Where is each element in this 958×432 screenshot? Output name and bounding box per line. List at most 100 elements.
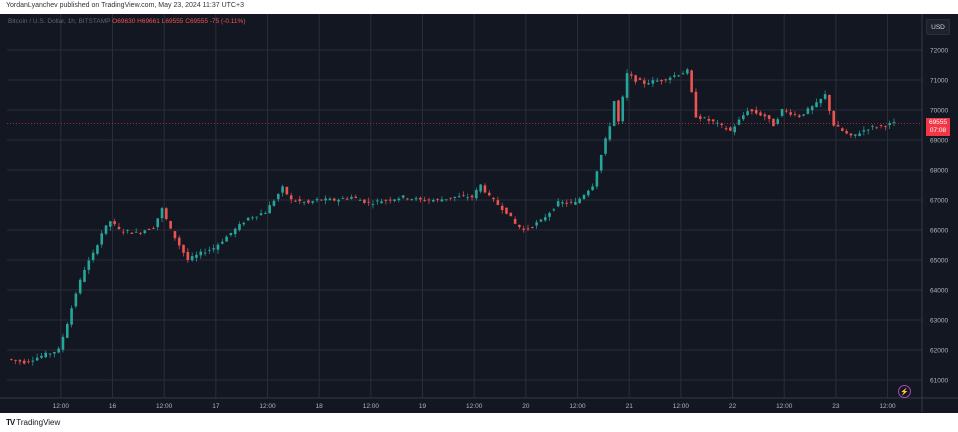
candle-body [251,217,254,219]
candle-body [117,226,121,229]
candle-body [229,232,233,236]
legend-high: 69661 [141,18,160,25]
candle-body [617,100,620,122]
candle-body [307,200,310,203]
candle-body [492,197,495,200]
candle-body [27,361,30,363]
candle-body [354,196,358,198]
candle-body [70,308,73,325]
candle-body [431,200,435,202]
candle-body [759,112,762,116]
candle-body [345,198,349,200]
legend-high-label: H [137,18,142,25]
candle-body [410,199,414,200]
candle-body [707,118,711,121]
candle-body [233,228,237,235]
chart-area[interactable]: 61000 62000 63000 64000 65000 66000 67000 68000… [0,14,958,413]
candle-body [169,221,172,229]
candle-body [487,192,491,196]
candle-body [406,198,409,200]
last-price-tag: 69555 07:08 [926,118,950,137]
candle-body [10,359,13,360]
time-tick-label: 12:00 [569,403,586,410]
candle-body [595,171,599,187]
candle-body [733,126,736,133]
candle-body [126,230,129,231]
candle-body [255,216,259,218]
candle-body [531,227,534,228]
currency-button[interactable]: USD [926,19,950,35]
candle-body [513,218,517,224]
candle-body [630,74,633,76]
price-tick-label: 62000 [930,348,948,355]
candle-body [742,115,745,120]
candle-body [113,221,116,225]
candle-body [694,91,698,118]
candle-body [462,195,465,197]
candle-body [272,200,276,206]
candle-body [53,352,56,354]
candle-body [259,213,263,216]
candle-body [453,196,457,198]
candle-body [147,228,151,230]
candle-body [384,200,388,202]
candle-body [264,212,267,214]
candle-body [285,186,289,195]
candle-body [574,201,577,205]
candle-body [440,199,444,202]
candle-body [156,218,159,228]
candle-body [556,201,560,207]
candle-body [143,230,147,234]
candle-body [444,199,448,201]
candle-body [681,73,685,75]
price-tick-label: 70000 [930,108,948,115]
price-tick-label: 64000 [930,288,948,295]
candle-body [397,198,401,201]
price-tick-label: 66000 [930,228,948,235]
candle-body [419,197,422,200]
candle-body [599,154,603,171]
candle-body [509,212,513,217]
time-tick-label: 20 [522,403,530,410]
candle-body [475,189,478,199]
candle-body [212,248,215,250]
candle-body [87,260,91,270]
candle-body [203,252,207,254]
last-price-value: 69555 [928,119,948,127]
candle-body [651,80,655,84]
publisher-caption: YordanLyanchev published on TradingView.… [6,2,244,9]
candle-body [526,228,530,230]
candle-body [819,98,823,104]
candle-body [182,244,185,253]
candle-body [729,127,732,131]
candle-body [100,233,104,245]
time-tick-label: 12:00 [879,403,896,410]
legend-close: 69555 [189,18,209,25]
candle-body [621,96,625,122]
candle-body [298,199,302,202]
time-tick-label: 19 [419,403,427,410]
legend-symbol: Bitcoin / U.S. Dollar, 1h, BITSTAMP [8,18,111,25]
candle-body [320,199,323,201]
candle-body [160,208,164,219]
candle-body [315,199,319,201]
candle-body [703,117,706,119]
candle-body [673,75,676,77]
candle-body [44,352,48,358]
tradingview-brand[interactable]: TV TradingView [6,418,60,427]
flash-icon[interactable]: ⚡ [898,385,911,398]
candle-body [91,252,95,260]
price-tick-label: 63000 [930,318,948,325]
candle-body [376,200,379,202]
legend-open: 69630 [117,18,136,25]
price-chart[interactable]: 61000 62000 63000 64000 65000 66000 67000 68000… [0,14,958,413]
legend-change-pct: (-0.11%) [221,18,246,25]
candle-body [324,198,327,201]
candle-body [565,202,569,204]
time-tick-label: 21 [626,403,634,410]
candle-body [828,94,831,111]
candle-body [832,110,836,126]
candle-body [470,195,474,198]
candle-body [578,198,581,204]
candle-body [130,232,134,234]
